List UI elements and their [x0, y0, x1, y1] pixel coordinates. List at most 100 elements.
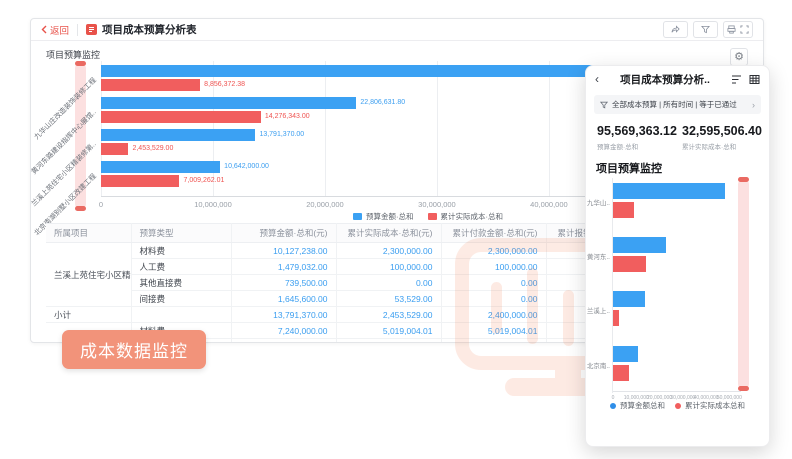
budget-type-cell — [131, 306, 232, 323]
actual-cost-bar[interactable] — [101, 79, 201, 91]
datazoom-handle-bottom[interactable] — [75, 206, 86, 211]
value-cell[interactable]: 53,529.00 — [336, 290, 442, 307]
budget-bar[interactable] — [101, 97, 357, 109]
panel-back-button[interactable]: ‹ — [595, 72, 599, 86]
value-cell[interactable]: 100,000.00 — [336, 258, 442, 275]
value-cell[interactable]: 13,791,370.00 — [231, 306, 337, 323]
datazoom-slider-panel[interactable] — [738, 177, 749, 391]
value-cell[interactable]: 3,000,000.00 — [231, 338, 337, 342]
x-axis-tick-label: 40,000,000 — [693, 395, 719, 401]
value-cell[interactable]: 2,400,000.00 — [441, 306, 547, 323]
budget-type-cell: 人工费 — [131, 258, 232, 275]
bar-value-label: 14,276,343.00 — [264, 113, 310, 120]
value-cell[interactable]: 1,645,600.00 — [231, 290, 337, 307]
bar-value-label: 10,642,000.00 — [224, 163, 269, 170]
bar-value-label: 7,009,262.01 — [183, 177, 225, 184]
value-cell[interactable]: 1,479,032.00 — [231, 258, 337, 275]
window-title: 项目成本预算分析表 — [102, 24, 197, 36]
table-header-cell: 累计实际成本·总和(元) — [336, 223, 442, 243]
y-axis-category-label: 兰溪上.. — [586, 308, 610, 315]
stat-label: 预算金额·总和 — [597, 144, 639, 151]
value-cell[interactable]: 10,127,238.00 — [231, 242, 337, 259]
watermark-stand — [555, 356, 581, 382]
project-cell: 兰溪上苑住宅小区精装修第... — [46, 242, 132, 307]
topbar-divider — [77, 23, 79, 36]
back-label: 返回 — [50, 25, 70, 37]
share-button[interactable] — [663, 21, 688, 38]
x-axis-tick-label: 0 — [611, 395, 615, 401]
sort-list-icon[interactable] — [731, 74, 742, 85]
panel-filter-bar[interactable]: 全部成本预算 | 所有时间 | 等于已通过 › — [594, 95, 761, 114]
x-axis-tick-label: 10,000,000 — [623, 395, 649, 401]
value-cell[interactable]: 5,019,004.01 — [336, 322, 442, 339]
legend-swatch-blue — [353, 213, 362, 220]
value-cell[interactable]: 0.00 — [441, 290, 547, 307]
actual-cost-bar[interactable] — [101, 111, 261, 123]
print-fullscreen-buttons[interactable] — [723, 21, 753, 38]
budget-bar[interactable] — [613, 346, 638, 362]
table-header-cell: 预算类型 — [131, 223, 232, 243]
report-form-icon — [86, 24, 98, 35]
panel-chart-legend: 预算金额总和 累计实际成本总和 — [586, 400, 769, 411]
value-cell[interactable]: 739,500.00 — [231, 274, 337, 291]
budget-bar[interactable] — [101, 65, 643, 77]
filter-button[interactable] — [693, 21, 718, 38]
value-cell[interactable]: 5,019,004.01 — [441, 322, 547, 339]
panel-title: 项目成本预算分析.. — [620, 73, 710, 86]
stat-actual-cost-total: 32,595,506.40 累计实际成本·总和 — [682, 124, 762, 151]
value-cell[interactable]: 1,695,320.00 — [441, 338, 547, 342]
stat-value: 32,595,506.40 — [682, 124, 762, 138]
actual-cost-bar[interactable] — [613, 310, 619, 326]
bar-value-label: 22,806,631.80 — [360, 99, 406, 106]
budget-type-cell: 材料费 — [131, 242, 232, 259]
share-icon — [671, 25, 680, 33]
datazoom-handle-bottom[interactable] — [738, 386, 749, 391]
actual-cost-bar[interactable] — [101, 175, 180, 187]
legend-label: 累计实际成本总和 — [685, 401, 745, 410]
budget-bar[interactable] — [613, 237, 667, 253]
budget-bar[interactable] — [613, 291, 646, 307]
value-cell[interactable]: 1,695,320.00 — [336, 338, 442, 342]
value-cell[interactable]: 2,300,000.00 — [336, 242, 442, 259]
value-cell[interactable]: 2,300,000.00 — [441, 242, 547, 259]
table-header-cell: 所属项目 — [46, 223, 132, 243]
bar-value-label: 8,856,372.38 — [204, 81, 246, 88]
value-cell[interactable]: 100,000.00 — [441, 258, 547, 275]
budget-bar[interactable] — [613, 183, 726, 199]
back-button[interactable]: 返回 — [41, 23, 69, 37]
chart-gridline — [548, 61, 550, 196]
actual-cost-bar[interactable] — [101, 143, 129, 155]
x-axis-tick-label: 10,000,000 — [194, 200, 232, 209]
legend-label: 预算金额·总和 — [366, 212, 414, 221]
datazoom-slider-main[interactable] — [75, 61, 86, 211]
budget-bar-chart: 预算金额·总和 累计实际成本·总和 0 10,000,000 20,000,000 3… — [31, 61, 755, 237]
x-axis-tick-label: 20,000,000 — [647, 395, 673, 401]
panel-bar-chart: 0 10,000,000 20,000,000 30,000,000 40,000,00… — [587, 178, 742, 401]
datazoom-handle-top[interactable] — [738, 177, 749, 182]
table-grid-icon[interactable] — [749, 74, 760, 85]
x-axis-tick-label: 0 — [98, 200, 104, 209]
table-header-cell: 预算金额·总和(元) — [231, 223, 337, 243]
actual-cost-bar[interactable] — [613, 256, 647, 272]
value-cell[interactable]: 7,240,000.00 — [231, 322, 337, 339]
legend-label: 预算金额总和 — [620, 401, 665, 410]
legend-item-budget[interactable]: 预算金额·总和 — [353, 211, 414, 222]
budget-bar[interactable] — [101, 129, 256, 141]
actual-cost-bar[interactable] — [613, 202, 634, 218]
value-cell[interactable]: 2,453,529.00 — [336, 306, 442, 323]
legend-item-budget[interactable]: 预算金额总和 — [610, 400, 665, 411]
legend-item-actual-cost[interactable]: 累计实际成本总和 — [675, 400, 745, 411]
value-cell[interactable]: 0.00 — [336, 274, 442, 291]
budget-bar[interactable] — [101, 161, 221, 173]
table-header-cell: 累计付款金额·总和(元) — [441, 223, 547, 243]
datazoom-handle-top[interactable] — [75, 61, 86, 66]
funnel-icon — [701, 25, 710, 34]
panel-header: ‹ 项目成本预算分析.. — [586, 66, 769, 92]
actual-cost-bar[interactable] — [613, 365, 630, 381]
x-axis-tick-label: 40,000,000 — [530, 200, 568, 209]
legend-item-actual-cost[interactable]: 累计实际成本·总和 — [427, 211, 503, 222]
window-topbar: 返回 项目成本预算分析表 — [31, 19, 763, 41]
fullscreen-icon — [740, 25, 749, 34]
x-axis-tick-label: 30,000,000 — [418, 200, 456, 209]
value-cell[interactable]: 0.00 — [441, 274, 547, 291]
